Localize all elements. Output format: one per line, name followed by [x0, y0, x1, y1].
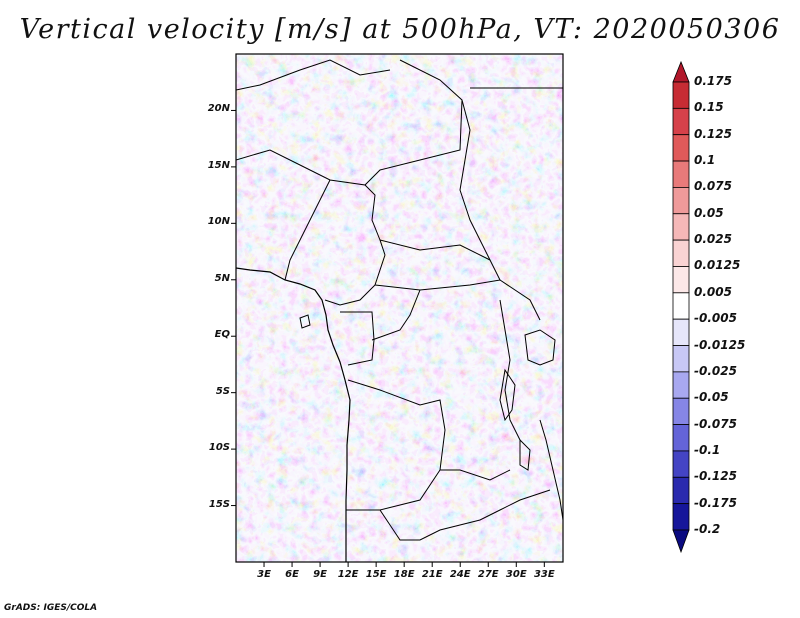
lon-label: 3E [257, 569, 271, 580]
colorbar-swatch [672, 60, 690, 83]
colorbar-label: 0.125 [694, 126, 732, 141]
lat-label: EQ [214, 329, 230, 341]
lon-label: 15E [365, 569, 387, 580]
colorbar-label: -0.175 [694, 495, 737, 510]
colorbar-label: 0.05 [694, 205, 724, 220]
lat-label: 20N [207, 103, 230, 115]
lon-label: 18E [393, 569, 415, 580]
colorbar-swatch [672, 476, 690, 505]
colorbar-swatch [672, 318, 690, 346]
grads-credit: GrADS: IGES/COLA [4, 603, 98, 613]
lat-label: 5N [214, 272, 230, 284]
lon-label: 9E [313, 569, 327, 580]
colorbar-swatch [672, 213, 690, 241]
lon-label: 21E [421, 569, 443, 580]
colorbar-swatch [672, 450, 690, 478]
lon-label: 6E [285, 569, 299, 580]
map-frame [235, 53, 564, 563]
colorbar-label: 0.1 [694, 153, 716, 168]
colorbar-swatch [672, 134, 690, 162]
colorbar-label: 0.025 [694, 232, 732, 247]
colorbar-swatch [672, 345, 690, 373]
colorbar-label: 0.005 [694, 284, 732, 299]
colorbar-swatch [672, 397, 690, 425]
vertical-velocity-field [236, 54, 563, 562]
lon-label: 12E [337, 569, 359, 580]
colorbar-swatch [672, 292, 690, 320]
axis-ticks [231, 109, 545, 567]
plot-title: Vertical velocity [m/s] at 500hPa, VT: 2… [19, 14, 781, 45]
map-panel [235, 53, 564, 563]
colorbar-label: -0.075 [694, 416, 737, 431]
colorbar-swatch [672, 107, 690, 136]
colorbar-swatch [672, 503, 690, 531]
lat-label: 15N [207, 159, 230, 171]
colorbar-label: -0.2 [694, 522, 721, 536]
colorbar-swatch [672, 529, 690, 554]
lat-label: 5S [215, 385, 230, 397]
lat-label: 15S [208, 498, 230, 510]
lat-label: 10S [208, 442, 230, 454]
colorbar-label: -0.005 [694, 311, 737, 326]
colorbar-label: 0.175 [694, 74, 732, 88]
lat-label: 10N [207, 216, 230, 228]
lon-label: 27E [477, 569, 499, 580]
colorbar-swatch [672, 187, 690, 215]
colorbar-swatch [672, 371, 690, 399]
colorbar-swatch [672, 266, 690, 294]
lon-label: 24E [449, 569, 471, 580]
colorbar-label: -0.125 [694, 469, 737, 484]
country-borders [236, 59, 563, 562]
colorbar [672, 60, 690, 554]
colorbar-label: 0.0125 [694, 258, 741, 273]
lon-label: 33E [533, 569, 555, 580]
colorbar-label: -0.025 [694, 363, 737, 378]
colorbar-label: 0.075 [694, 179, 732, 194]
lon-label: 30E [505, 569, 527, 580]
colorbar-swatch [672, 424, 690, 452]
colorbar-label: -0.0125 [694, 337, 746, 352]
colorbar-label: -0.1 [694, 442, 721, 457]
colorbar-label: 0.15 [694, 100, 724, 115]
colorbar-swatch [672, 160, 690, 188]
colorbar-label: -0.05 [694, 390, 729, 405]
colorbar-swatch [672, 81, 690, 109]
colorbar-swatch [672, 239, 690, 267]
